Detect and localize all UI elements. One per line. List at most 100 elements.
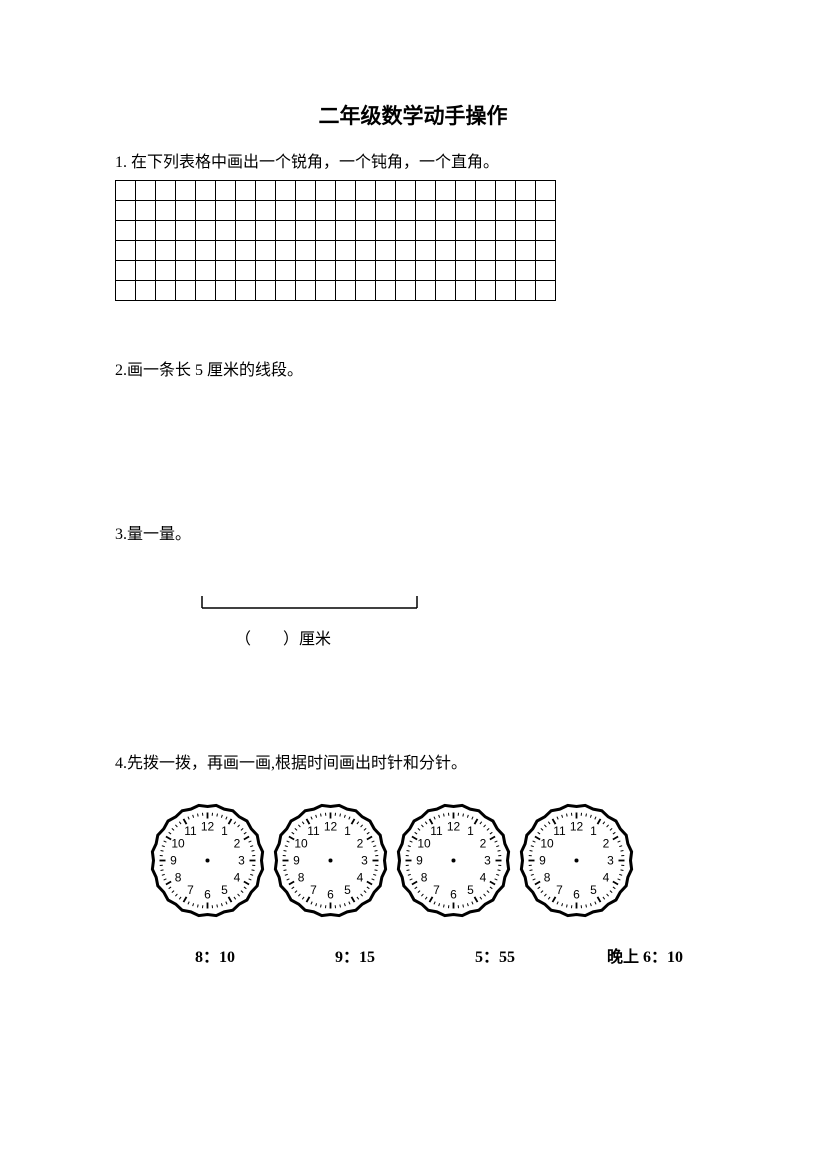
grid-cell (416, 261, 436, 281)
grid-cell (296, 261, 316, 281)
grid-cell (476, 261, 496, 281)
grid-cell (276, 241, 296, 261)
grid-cell (276, 201, 296, 221)
grid-cell (136, 201, 156, 221)
svg-text:4: 4 (357, 871, 364, 885)
svg-text:12: 12 (201, 820, 215, 834)
grid-cell (396, 201, 416, 221)
svg-text:4: 4 (234, 871, 241, 885)
grid-cell (516, 181, 536, 201)
svg-text:5: 5 (467, 883, 474, 897)
grid-cell (356, 241, 376, 261)
grid-cell (476, 241, 496, 261)
svg-text:1: 1 (344, 824, 351, 838)
grid-cell (236, 281, 256, 301)
grid-cell (476, 281, 496, 301)
grid-cell (356, 221, 376, 241)
grid-cell (156, 241, 176, 261)
svg-text:3: 3 (238, 854, 245, 868)
grid-cell (336, 261, 356, 281)
grid-cell (156, 181, 176, 201)
grid-cell (316, 261, 336, 281)
grid-cell (276, 221, 296, 241)
clock-time-label: 5：55 (450, 943, 540, 967)
svg-text:9: 9 (416, 854, 423, 868)
grid-cell (336, 281, 356, 301)
grid-cell (496, 281, 516, 301)
grid-cell (296, 221, 316, 241)
question-4: 4.先拨一拨，再画一画,根据时间画出时针和分针。 (115, 749, 711, 773)
clock-time-label: 晚上 6：10 (590, 943, 700, 967)
svg-text:5: 5 (221, 883, 228, 897)
grid-cell (176, 241, 196, 261)
grid-cell (276, 261, 296, 281)
svg-text:8: 8 (298, 871, 305, 885)
grid-cell (436, 261, 456, 281)
grid-cell (436, 241, 456, 261)
grid-cell (476, 221, 496, 241)
grid-cell (216, 201, 236, 221)
grid-cell (496, 241, 516, 261)
grid-cell (156, 201, 176, 221)
svg-text:12: 12 (324, 820, 338, 834)
measure-answer-blank: （ ）厘米 (235, 625, 711, 649)
svg-text:8: 8 (421, 871, 428, 885)
question-3: 3.量一量。 (115, 520, 711, 544)
grid-cell (216, 261, 236, 281)
grid-cell (236, 181, 256, 201)
grid-cell (316, 201, 336, 221)
svg-text:10: 10 (540, 837, 554, 851)
grid-cell (116, 261, 136, 281)
grid-cell (236, 201, 256, 221)
grid-cell (336, 241, 356, 261)
grid-cell (496, 221, 516, 241)
svg-text:6: 6 (573, 888, 580, 902)
grid-cell (396, 221, 416, 241)
grid-cell (116, 201, 136, 221)
grid-cell (516, 281, 536, 301)
grid-cell (296, 201, 316, 221)
times-row: 8：109：155：55晚上 6：10 (170, 943, 711, 967)
grid-cell (256, 241, 276, 261)
grid-cell (276, 281, 296, 301)
clock-time-label: 8：10 (170, 943, 260, 967)
grid-cell (196, 221, 216, 241)
question-2: 2.画一条长 5 厘米的线段。 (115, 356, 711, 380)
svg-text:5: 5 (344, 883, 351, 897)
grid-cell (156, 281, 176, 301)
grid-cell (216, 281, 236, 301)
page-title: 二年级数学动手操作 (115, 100, 711, 130)
svg-text:2: 2 (234, 837, 241, 851)
svg-text:11: 11 (307, 824, 320, 838)
svg-text:4: 4 (603, 871, 610, 885)
svg-text:2: 2 (480, 837, 487, 851)
svg-text:7: 7 (187, 883, 194, 897)
grid-cell (416, 221, 436, 241)
svg-text:3: 3 (361, 854, 368, 868)
svg-text:5: 5 (590, 883, 597, 897)
grid-cell (376, 201, 396, 221)
svg-text:8: 8 (175, 871, 182, 885)
grid-cell (416, 241, 436, 261)
grid-cell (256, 261, 276, 281)
svg-text:6: 6 (204, 888, 211, 902)
svg-text:6: 6 (450, 888, 457, 902)
grid-cell (396, 181, 416, 201)
grid-cell (496, 181, 516, 201)
svg-text:3: 3 (484, 854, 491, 868)
svg-text:9: 9 (170, 854, 177, 868)
grid-cell (256, 281, 276, 301)
svg-text:2: 2 (357, 837, 364, 851)
grid-cell (356, 201, 376, 221)
grid-cell (416, 281, 436, 301)
svg-text:7: 7 (433, 883, 440, 897)
grid-cell (176, 261, 196, 281)
grid-cell (376, 221, 396, 241)
svg-text:3: 3 (607, 854, 614, 868)
grid-cell (316, 221, 336, 241)
grid-cell (476, 201, 496, 221)
grid-cell (516, 201, 536, 221)
grid-cell (356, 281, 376, 301)
svg-text:1: 1 (590, 824, 597, 838)
grid-cell (436, 181, 456, 201)
